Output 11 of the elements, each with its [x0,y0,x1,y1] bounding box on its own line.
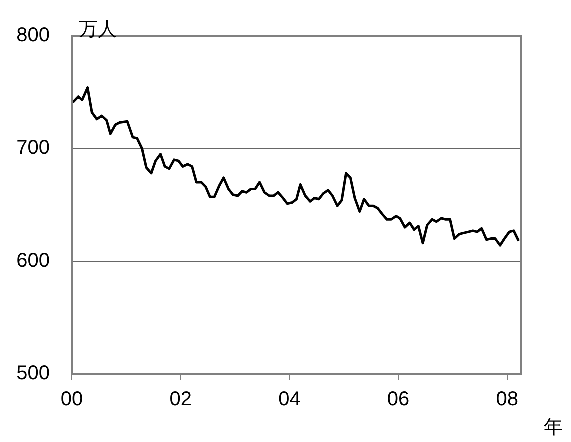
x-tick-label: 06 [387,388,410,411]
x-tick-label: 02 [170,388,192,411]
x-tick-label: 04 [278,388,301,411]
y-tick-label: 600 [16,250,50,272]
y-tick-label: 800 [16,24,50,47]
x-tick-label: 08 [496,388,519,411]
y-tick-label: 500 [16,362,50,385]
x-tick-label: 00 [60,388,84,411]
y-tick-label: 700 [16,137,50,160]
x-axis-title: 年 [544,418,563,439]
y-axis-title: 万人 [79,20,117,41]
